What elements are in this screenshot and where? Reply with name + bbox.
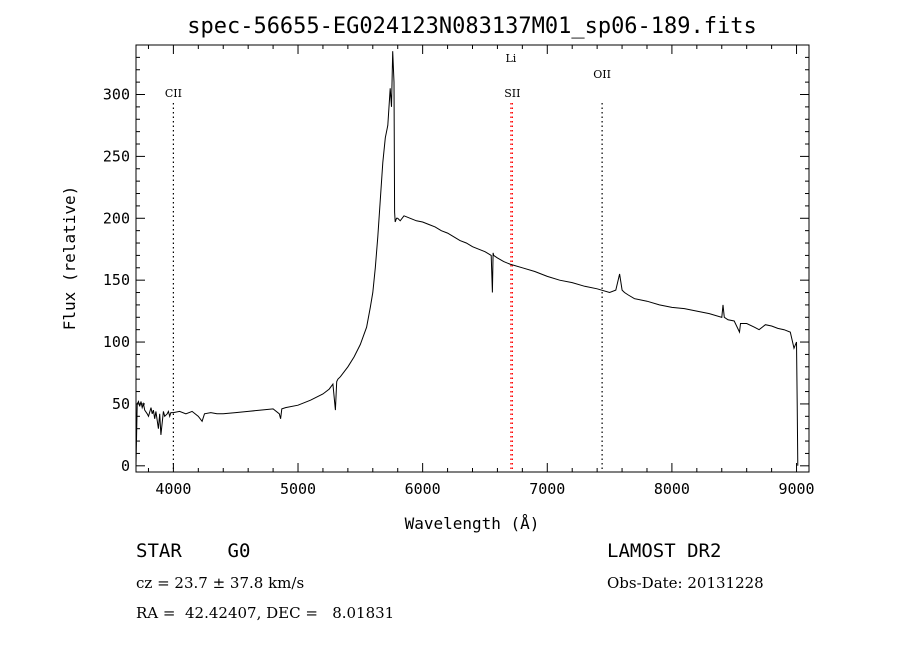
coordinates: RA = 42.42407, DEC = 8.01831 bbox=[136, 604, 395, 622]
marker-label-oii: OII bbox=[593, 68, 611, 81]
observation-date: Obs-Date: 20131228 bbox=[607, 574, 764, 592]
x-tick-label: 6000 bbox=[405, 480, 441, 498]
y-tick-label: 50 bbox=[112, 395, 130, 413]
marker-label-sii: SII bbox=[504, 87, 520, 100]
x-axis-label: Wavelength (Å) bbox=[405, 514, 540, 533]
y-tick-label: 100 bbox=[103, 333, 130, 351]
marker-label-cii: CII bbox=[165, 87, 182, 100]
x-tick-label: 5000 bbox=[280, 480, 316, 498]
redshift-velocity: cz = 23.7 ± 37.8 km/s bbox=[136, 574, 305, 592]
y-tick-label: 150 bbox=[103, 271, 130, 289]
y-axis-label: Flux (relative) bbox=[60, 186, 79, 331]
x-tick-label: 9000 bbox=[778, 480, 814, 498]
x-tick-label: 4000 bbox=[155, 480, 191, 498]
x-tick-label: 8000 bbox=[654, 480, 690, 498]
y-tick-label: 200 bbox=[103, 209, 130, 227]
survey-name: LAMOST DR2 bbox=[607, 540, 722, 562]
x-tick-label: 7000 bbox=[529, 480, 565, 498]
marker-label-li: Li bbox=[505, 52, 516, 65]
tick-labels: 4000 5000 6000 7000 8000 9000 0 50 100 150 200 250 3… bbox=[103, 86, 815, 498]
axis-ticks bbox=[136, 45, 809, 472]
line-markers: CII Li SII OII bbox=[165, 52, 611, 472]
y-tick-label: 0 bbox=[121, 457, 130, 475]
chart-title: spec-56655-EG024123N083137M01_sp06-189.f… bbox=[187, 14, 757, 39]
object-class: STAR G0 bbox=[136, 540, 251, 562]
y-tick-label: 300 bbox=[103, 86, 130, 104]
y-tick-label: 250 bbox=[103, 147, 130, 165]
plot-frame bbox=[135, 44, 810, 473]
spectrum-line bbox=[135, 51, 799, 466]
